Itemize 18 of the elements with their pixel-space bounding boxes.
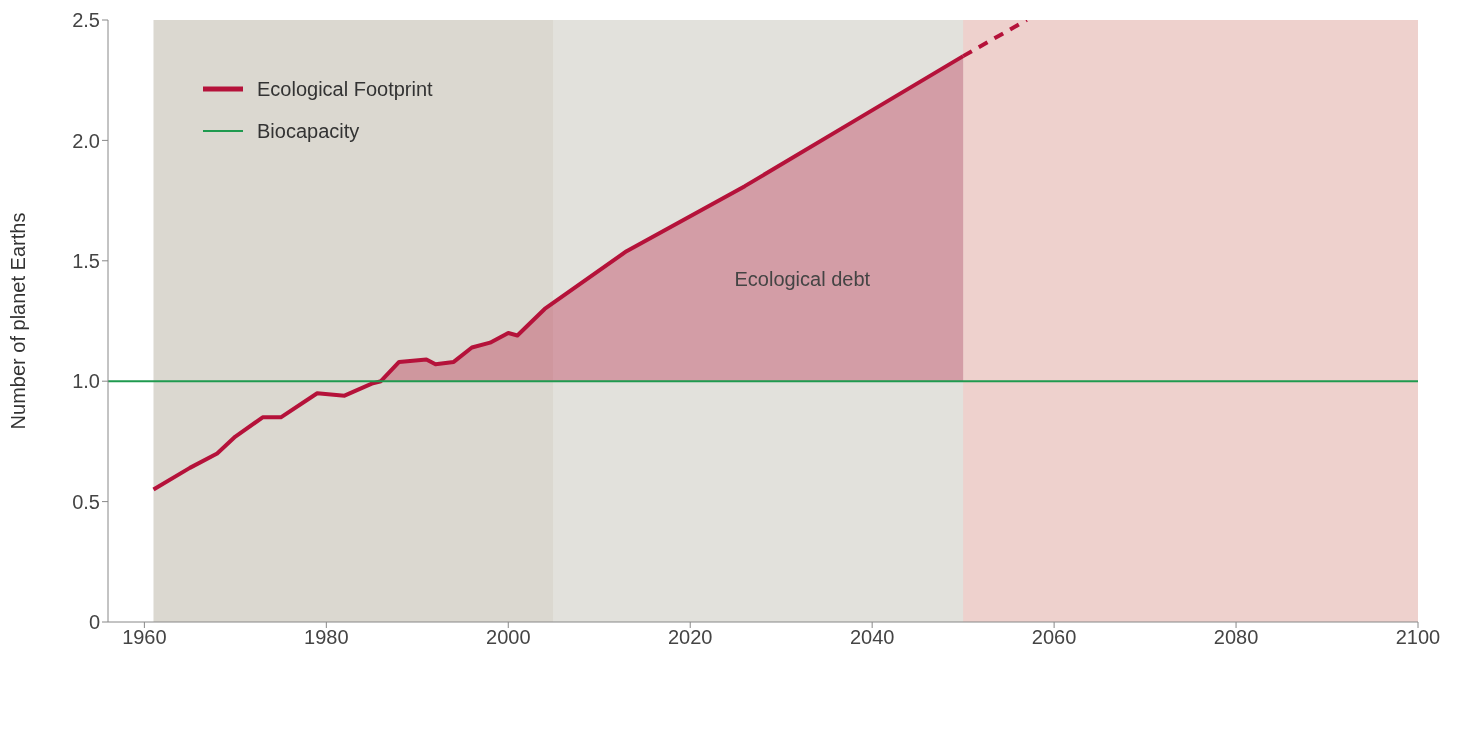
x-tick-label: 1980 [304, 626, 349, 649]
x-tick-label: 2060 [1031, 626, 1077, 649]
x-tick-label: 2080 [1213, 626, 1259, 649]
x-tick-label: 1960 [122, 626, 167, 649]
annotation: Ecological debt [734, 267, 871, 290]
y-tick-label: 1.0 [72, 370, 100, 393]
legend-label: Biocapacity [257, 119, 360, 143]
x-tick-label: 2100 [1395, 626, 1441, 649]
legend-label: Ecological Footprint [257, 77, 433, 101]
y-tick-label: 0 [88, 611, 100, 634]
y-tick-label: 0.5 [72, 490, 100, 513]
y-tick-label: 2.5 [72, 9, 100, 32]
x-tick-label: 2000 [486, 626, 531, 649]
y-axis-title: Number of planet Earths [7, 212, 30, 430]
x-tick-label: 2020 [667, 626, 713, 649]
y-tick-label: 2.0 [72, 129, 100, 152]
y-tick-label: 1.5 [72, 249, 100, 272]
x-tick-label: 2040 [849, 626, 895, 649]
